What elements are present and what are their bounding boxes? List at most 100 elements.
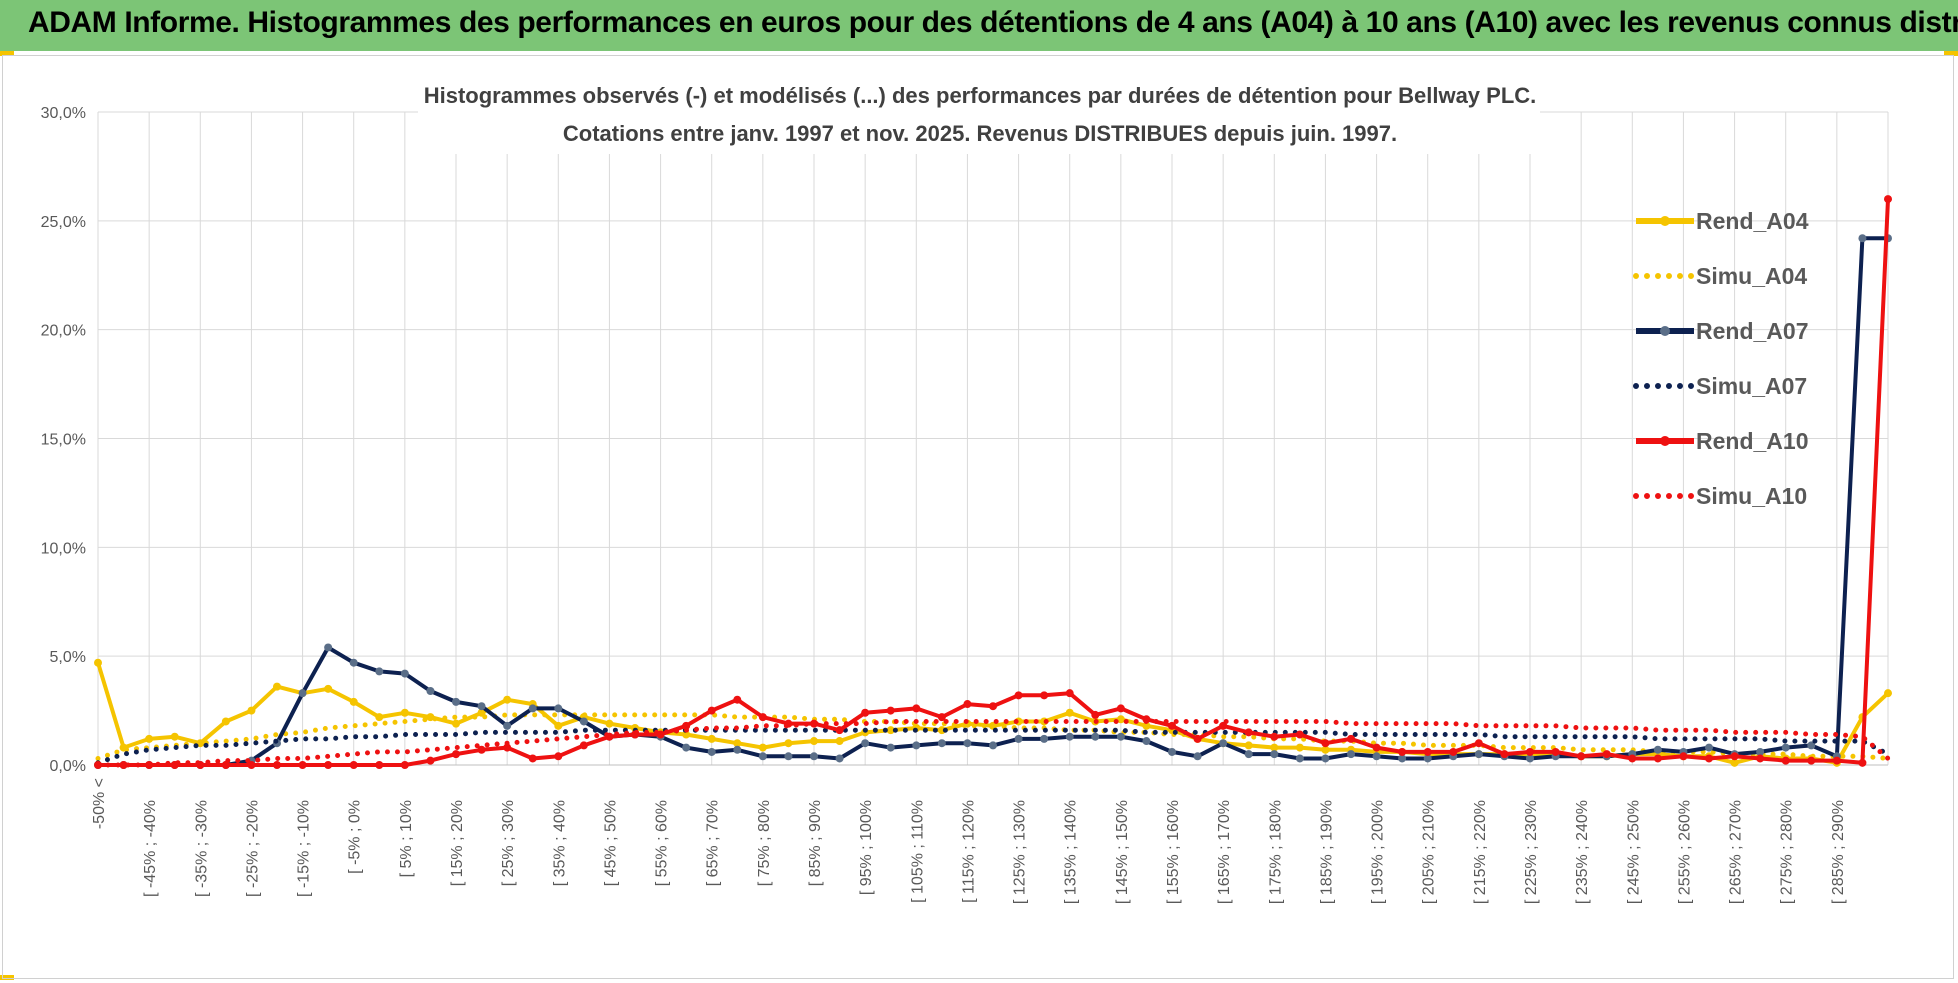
data-point-rend-a04 xyxy=(145,734,154,743)
data-point-rend-a07 xyxy=(1756,747,1765,756)
data-point-rend-a07 xyxy=(1014,734,1023,743)
data-point-rend-a07 xyxy=(1807,741,1816,750)
data-point-rend-a10 xyxy=(1500,750,1509,759)
data-point-rend-a04 xyxy=(1270,743,1279,752)
y-tick-label: 30,0% xyxy=(41,105,86,122)
data-point-rend-a10 xyxy=(273,761,281,769)
x-tick-label: [ 175% ; 180% xyxy=(1267,800,1284,904)
title-banner: ADAM Informe. Histogrammes des performan… xyxy=(0,0,1958,51)
data-point-rend-a10 xyxy=(349,761,358,769)
data-point-rend-a04 xyxy=(758,743,767,752)
data-point-rend-a10 xyxy=(119,761,128,769)
data-point-rend-a10 xyxy=(554,752,563,761)
data-point-rend-a10 xyxy=(733,695,742,704)
x-tick-label: [ 55% ; 60% xyxy=(654,800,671,886)
data-point-rend-a10 xyxy=(963,700,972,709)
data-point-rend-a10 xyxy=(1219,721,1228,730)
data-point-rend-a07 xyxy=(1116,732,1125,741)
data-point-rend-a04 xyxy=(349,697,358,706)
data-point-rend-a07 xyxy=(1295,754,1304,763)
data-point-rend-a10 xyxy=(886,706,895,715)
x-tick-label: [ -45% ; -40% xyxy=(142,800,159,897)
x-tick-label: [ 265% ; 270% xyxy=(1728,800,1745,904)
data-point-rend-a10 xyxy=(477,745,486,754)
x-tick-label: [ 195% ; 200% xyxy=(1370,800,1387,904)
x-tick-label: -50% < xyxy=(91,778,108,829)
data-point-rend-a07 xyxy=(707,747,716,756)
data-point-rend-a10 xyxy=(989,702,997,711)
x-tick-label: [ 135% ; 140% xyxy=(1063,800,1080,904)
data-point-rend-a04 xyxy=(400,708,409,717)
data-point-rend-a10 xyxy=(1602,750,1611,759)
x-tick-label: [ 65% ; 70% xyxy=(705,800,722,886)
y-tick-label: 5,0% xyxy=(50,649,86,666)
data-point-rend-a07 xyxy=(1781,743,1790,752)
data-point-rend-a10 xyxy=(758,713,767,722)
data-point-rend-a10 xyxy=(1372,743,1381,752)
x-tick-label: [ 125% ; 130% xyxy=(1012,800,1029,904)
data-point-rend-a10 xyxy=(1679,752,1688,761)
x-tick-label: [ 85% ; 90% xyxy=(807,800,824,886)
y-tick-label: 20,0% xyxy=(41,323,86,340)
data-point-rend-a10 xyxy=(912,704,921,713)
x-tick-label: [ 275% ; 280% xyxy=(1779,800,1796,904)
data-point-rend-a07 xyxy=(1372,752,1381,761)
data-point-rend-a07 xyxy=(1270,750,1279,759)
data-point-rend-a10 xyxy=(1730,752,1739,761)
data-point-rend-a07 xyxy=(477,702,486,711)
x-tick-label: [ 95% ; 100% xyxy=(858,800,875,895)
data-point-rend-a04 xyxy=(1142,721,1151,730)
data-point-rend-a10 xyxy=(1474,739,1483,748)
x-tick-label: [ 155% ; 160% xyxy=(1165,800,1182,904)
data-point-rend-a07 xyxy=(1244,750,1253,759)
data-point-rend-a10 xyxy=(1628,754,1637,763)
data-point-rend-a07 xyxy=(810,752,818,761)
data-point-rend-a04 xyxy=(605,719,614,728)
data-point-rend-a10 xyxy=(503,743,512,752)
data-point-rend-a10 xyxy=(1347,734,1355,743)
data-point-rend-a10 xyxy=(1398,747,1407,756)
data-point-rend-a07 xyxy=(1858,234,1867,243)
corner-mark-top-left xyxy=(0,51,14,56)
data-point-rend-a10 xyxy=(298,761,307,769)
x-tick-label: [ -25% ; -20% xyxy=(244,800,261,897)
data-point-rend-a07 xyxy=(912,741,921,750)
series-line-simu-a04 xyxy=(95,712,1891,761)
x-tick-label: [ 25% ; 30% xyxy=(500,800,517,886)
data-point-rend-a10 xyxy=(861,708,870,717)
data-point-rend-a10 xyxy=(1756,754,1765,763)
legend-label: Rend_A07 xyxy=(1696,318,1808,344)
data-point-rend-a07 xyxy=(1526,754,1534,763)
x-tick-label: [ 145% ; 150% xyxy=(1114,800,1131,904)
legend-marker xyxy=(1660,326,1670,336)
data-point-rend-a10 xyxy=(1577,752,1586,761)
x-tick-label: [ 225% ; 230% xyxy=(1523,800,1540,904)
legend-label: Simu_A04 xyxy=(1696,263,1807,289)
corner-mark-top-right xyxy=(1944,51,1958,56)
data-point-rend-a10 xyxy=(1526,747,1534,756)
data-point-rend-a07 xyxy=(1705,743,1713,752)
data-point-rend-a10 xyxy=(1321,739,1330,748)
data-point-rend-a10 xyxy=(324,761,333,769)
x-axis: -50% < [ -45% ; -40% [ -35% ; -30% [ -25% ;… xyxy=(91,764,1888,904)
data-point-rend-a07 xyxy=(349,658,358,667)
data-point-rend-a07 xyxy=(989,741,997,750)
data-point-rend-a10 xyxy=(1065,689,1074,698)
legend: Rend_A04 Simu_A04 Rend_A07 Simu_A07 Rend_A10… xyxy=(1633,208,1809,509)
data-point-rend-a04 xyxy=(784,739,793,748)
data-point-rend-a10 xyxy=(1832,756,1841,765)
x-tick-label: [ 205% ; 210% xyxy=(1421,800,1438,904)
data-point-rend-a04 xyxy=(1116,715,1125,724)
data-point-rend-a04 xyxy=(707,734,716,743)
data-point-rend-a10 xyxy=(1449,747,1458,756)
data-point-rend-a10 xyxy=(1244,728,1253,737)
data-point-rend-a04 xyxy=(1730,758,1739,767)
data-point-rend-a10 xyxy=(1014,691,1023,700)
data-point-rend-a07 xyxy=(835,754,844,763)
data-point-rend-a07 xyxy=(1091,732,1100,741)
data-point-rend-a07 xyxy=(554,704,563,713)
data-point-rend-a07 xyxy=(1398,754,1407,763)
data-point-rend-a10 xyxy=(247,761,256,769)
legend-marker xyxy=(1660,436,1670,446)
data-point-rend-a07 xyxy=(579,717,588,726)
